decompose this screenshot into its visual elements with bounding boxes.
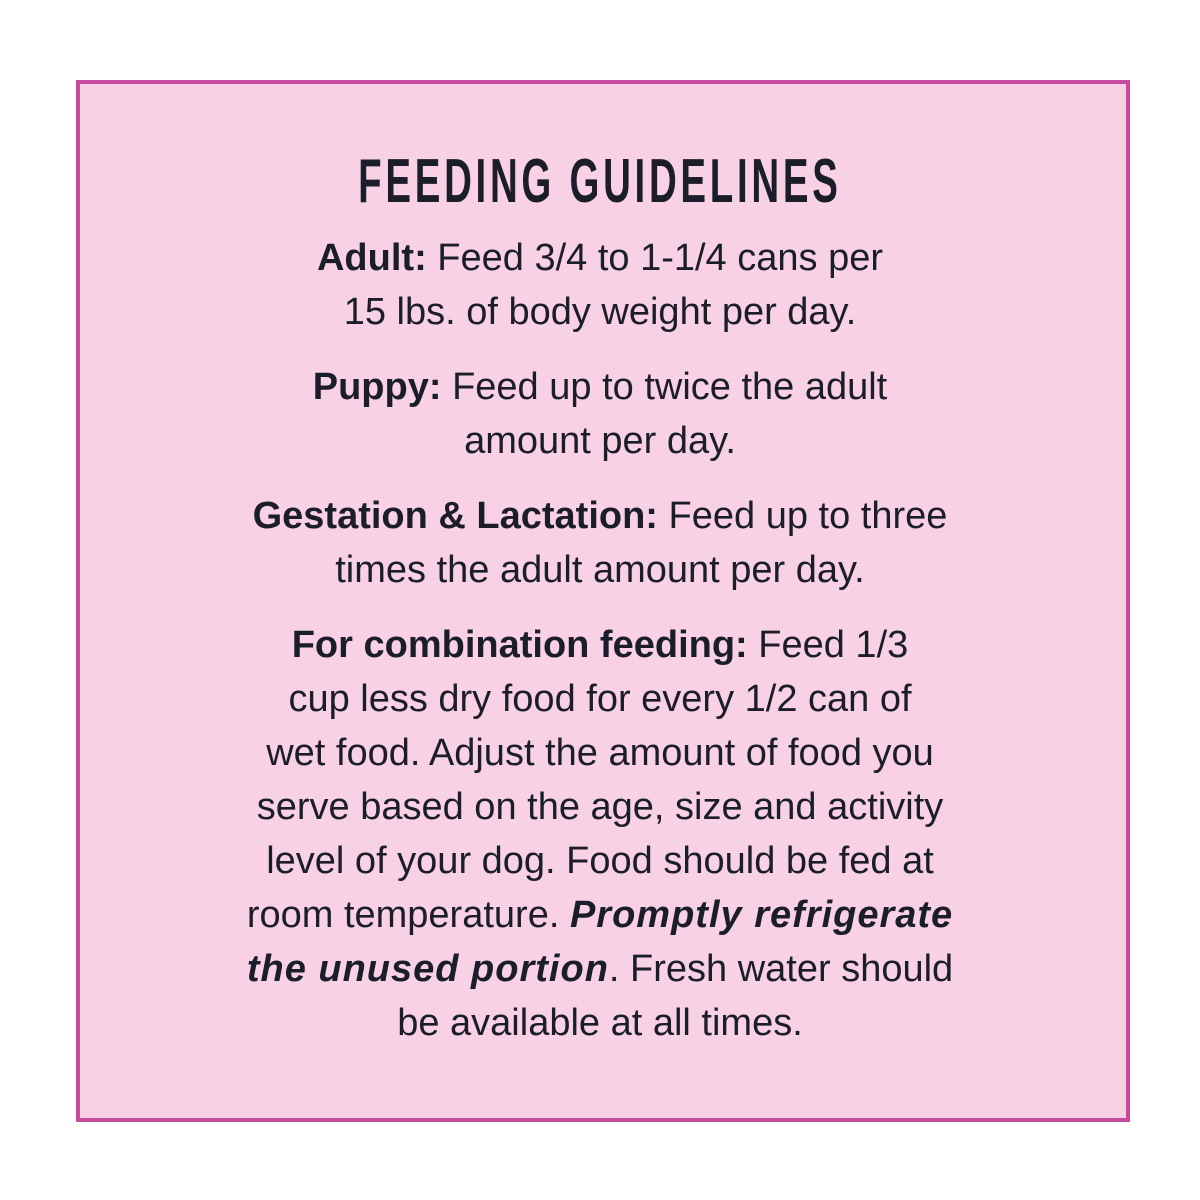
adult-guideline: Adult: Feed 3/4 to 1-1/4 cans per 15 lbs… xyxy=(0,231,1200,339)
line: Gestation & Lactation: Feed up to three xyxy=(0,489,1200,543)
line: the unused portion. Fresh water should xyxy=(0,942,1200,996)
feeding-guidelines-panel xyxy=(76,80,1130,1122)
line: amount per day. xyxy=(464,420,736,462)
puppy-label: Puppy: xyxy=(312,366,442,408)
combination-label: For combination feeding: xyxy=(291,624,748,666)
emphasis-text: the unused portion xyxy=(246,948,609,990)
line: room temperature. Promptly refrigerate xyxy=(0,888,1200,942)
line: Adult: Feed 3/4 to 1-1/4 cans per xyxy=(0,231,1200,285)
line: cup less dry food for every 1/2 can of xyxy=(288,678,912,720)
line: times the adult amount per day. xyxy=(335,549,865,591)
combination-guideline: For combination feeding: Feed 1/3 cup le… xyxy=(0,618,1200,1050)
title-text: FEEDING GUIDELINES xyxy=(358,147,842,216)
line: serve based on the age, size and activit… xyxy=(256,786,944,828)
text: room temperature. xyxy=(246,894,570,936)
adult-label: Adult: xyxy=(316,237,427,279)
gestation-label: Gestation & Lactation: xyxy=(252,495,658,537)
line: level of your dog. Food should be fed at xyxy=(266,840,934,882)
title: FEEDING GUIDELINES xyxy=(0,148,1200,216)
line: 15 lbs. of body weight per day. xyxy=(343,291,857,333)
line: wet food. Adjust the amount of food you xyxy=(266,732,934,774)
puppy-guideline: Puppy: Feed up to twice the adult amount… xyxy=(0,360,1200,468)
line: be available at all times. xyxy=(397,1002,803,1044)
text: Feed 3/4 to 1-1/4 cans per xyxy=(426,237,883,279)
emphasis-text: Promptly refrigerate xyxy=(569,894,954,936)
text: Feed up to three xyxy=(657,495,948,537)
text: Feed 1/3 xyxy=(747,624,909,666)
text: Feed up to twice the adult xyxy=(441,366,888,408)
text: . Fresh water should xyxy=(608,948,954,990)
line: Puppy: Feed up to twice the adult xyxy=(0,360,1200,414)
line: For combination feeding: Feed 1/3 xyxy=(0,618,1200,672)
guidelines-body: Adult: Feed 3/4 to 1-1/4 cans per 15 lbs… xyxy=(0,231,1200,1071)
gestation-guideline: Gestation & Lactation: Feed up to three … xyxy=(0,489,1200,597)
